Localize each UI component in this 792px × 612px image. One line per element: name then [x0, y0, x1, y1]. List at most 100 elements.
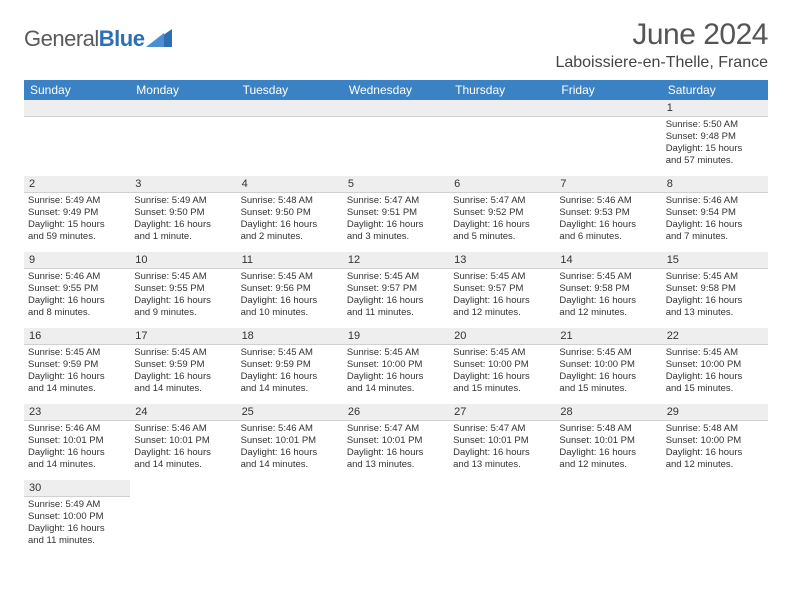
- info-line: Daylight: 16 hours: [453, 447, 551, 459]
- info-line: Sunrise: 5:46 AM: [666, 195, 764, 207]
- day-number: 18: [237, 328, 343, 345]
- calendar-cell: 26Sunrise: 5:47 AMSunset: 10:01 PMDaylig…: [343, 404, 449, 480]
- calendar-cell: [555, 480, 661, 556]
- calendar-cell: 4Sunrise: 5:48 AMSunset: 9:50 PMDaylight…: [237, 176, 343, 252]
- info-line: Daylight: 16 hours: [28, 447, 126, 459]
- info-line: Sunrise: 5:45 AM: [453, 271, 551, 283]
- day-info: Sunrise: 5:48 AMSunset: 10:00 PMDaylight…: [662, 423, 768, 475]
- info-line: Sunset: 10:01 PM: [134, 435, 232, 447]
- info-line: and 14 minutes.: [134, 383, 232, 395]
- info-line: Daylight: 16 hours: [134, 295, 232, 307]
- day-info: Sunrise: 5:45 AMSunset: 9:59 PMDaylight:…: [24, 347, 130, 399]
- day-info: Sunrise: 5:45 AMSunset: 9:58 PMDaylight:…: [555, 271, 661, 323]
- info-line: and 14 minutes.: [241, 459, 339, 471]
- calendar-cell: 20Sunrise: 5:45 AMSunset: 10:00 PMDaylig…: [449, 328, 555, 404]
- info-line: Daylight: 16 hours: [241, 447, 339, 459]
- info-line: and 14 minutes.: [241, 383, 339, 395]
- day-number: 21: [555, 328, 661, 345]
- info-line: and 57 minutes.: [666, 155, 764, 167]
- day-info: Sunrise: 5:45 AMSunset: 9:59 PMDaylight:…: [130, 347, 236, 399]
- info-line: Daylight: 16 hours: [134, 219, 232, 231]
- calendar-cell: 5Sunrise: 5:47 AMSunset: 9:51 PMDaylight…: [343, 176, 449, 252]
- info-line: and 1 minute.: [134, 231, 232, 243]
- calendar-cell: 22Sunrise: 5:45 AMSunset: 10:00 PMDaylig…: [662, 328, 768, 404]
- calendar-cell: 15 Sunrise: 5:45 AMSunset: 9:58 PMDayligh…: [662, 252, 768, 328]
- day-number: 26: [343, 404, 449, 421]
- calendar-cell: 9Sunrise: 5:46 AMSunset: 9:55 PMDaylight…: [24, 252, 130, 328]
- day-info: Sunrise: 5:46 AMSunset: 10:01 PMDaylight…: [24, 423, 130, 475]
- calendar-cell: [237, 100, 343, 176]
- info-line: and 10 minutes.: [241, 307, 339, 319]
- info-line: Sunrise: 5:46 AM: [134, 423, 232, 435]
- calendar-cell: 24Sunrise: 5:46 AMSunset: 10:01 PMDaylig…: [130, 404, 236, 480]
- day-number: 15: [662, 252, 768, 269]
- info-line: Sunset: 9:58 PM: [666, 283, 764, 295]
- day-info: Sunrise: 5:45 AMSunset: 9:58 PMDaylight:…: [662, 271, 768, 323]
- calendar-header: Sunday Monday Tuesday Wednesday Thursday…: [24, 80, 768, 100]
- info-line: Sunset: 10:00 PM: [453, 359, 551, 371]
- calendar-cell: 10Sunrise: 5:45 AMSunset: 9:55 PMDayligh…: [130, 252, 236, 328]
- info-line: and 5 minutes.: [453, 231, 551, 243]
- day-info: Sunrise: 5:45 AMSunset: 9:56 PMDaylight:…: [237, 271, 343, 323]
- info-line: Daylight: 16 hours: [453, 295, 551, 307]
- info-line: Sunset: 9:57 PM: [347, 283, 445, 295]
- weekday-header: Sunday: [24, 80, 130, 100]
- calendar-cell: 13 Sunrise: 5:45 AMSunset: 9:57 PMDayligh…: [449, 252, 555, 328]
- weekday-header: Monday: [130, 80, 236, 100]
- calendar-cell: 21Sunrise: 5:45 AMSunset: 10:00 PMDaylig…: [555, 328, 661, 404]
- day-info: Sunrise: 5:46 AMSunset: 9:54 PMDaylight:…: [662, 195, 768, 247]
- info-line: Sunrise: 5:46 AM: [559, 195, 657, 207]
- info-line: Daylight: 16 hours: [559, 371, 657, 383]
- info-line: Sunrise: 5:45 AM: [241, 347, 339, 359]
- calendar-cell: 14 Sunrise: 5:45 AMSunset: 9:58 PMDayligh…: [555, 252, 661, 328]
- day-info: Sunrise: 5:45 AMSunset: 9:55 PMDaylight:…: [130, 271, 236, 323]
- day-info: Sunrise: 5:47 AMSunset: 9:51 PMDaylight:…: [343, 195, 449, 247]
- info-line: Sunset: 10:00 PM: [559, 359, 657, 371]
- info-line: Sunset: 10:01 PM: [28, 435, 126, 447]
- info-line: Sunrise: 5:47 AM: [453, 423, 551, 435]
- logo-triangle-icon: [146, 27, 172, 52]
- info-line: and 7 minutes.: [666, 231, 764, 243]
- day-info: Sunrise: 5:50 AMSunset: 9:48 PMDaylight:…: [662, 119, 768, 171]
- info-line: Sunrise: 5:46 AM: [241, 423, 339, 435]
- calendar-week-row: 1Sunrise: 5:50 AMSunset: 9:48 PMDaylight…: [24, 100, 768, 176]
- info-line: and 12 minutes.: [559, 307, 657, 319]
- info-line: Daylight: 16 hours: [347, 219, 445, 231]
- info-line: Sunset: 9:55 PM: [134, 283, 232, 295]
- info-line: Sunrise: 5:45 AM: [28, 347, 126, 359]
- location-label: Laboissiere-en-Thelle, France: [555, 54, 768, 72]
- day-number: 22: [662, 328, 768, 345]
- calendar-cell: 19Sunrise: 5:45 AMSunset: 10:00 PMDaylig…: [343, 328, 449, 404]
- info-line: and 14 minutes.: [28, 459, 126, 471]
- day-number: 13: [449, 252, 555, 269]
- day-number: 6: [449, 176, 555, 193]
- info-line: and 9 minutes.: [134, 307, 232, 319]
- day-number: 17: [130, 328, 236, 345]
- info-line: Daylight: 16 hours: [134, 371, 232, 383]
- day-info: Sunrise: 5:45 AMSunset: 9:59 PMDaylight:…: [237, 347, 343, 399]
- info-line: Sunrise: 5:48 AM: [666, 423, 764, 435]
- calendar-cell: 11Sunrise: 5:45 AMSunset: 9:56 PMDayligh…: [237, 252, 343, 328]
- info-line: Sunrise: 5:45 AM: [347, 347, 445, 359]
- info-line: Daylight: 16 hours: [666, 447, 764, 459]
- calendar-cell: 17 Sunrise: 5:45 AMSunset: 9:59 PMDayligh…: [130, 328, 236, 404]
- info-line: Sunset: 10:01 PM: [241, 435, 339, 447]
- info-line: Sunset: 9:50 PM: [134, 207, 232, 219]
- info-line: Sunrise: 5:49 AM: [134, 195, 232, 207]
- day-number: 14: [555, 252, 661, 269]
- info-line: and 14 minutes.: [347, 383, 445, 395]
- logo-word1: General: [24, 26, 99, 51]
- empty-day-header: [24, 100, 130, 117]
- day-number: 4: [237, 176, 343, 193]
- info-line: Sunset: 9:56 PM: [241, 283, 339, 295]
- calendar-week-row: 2Sunrise: 5:49 AMSunset: 9:49 PMDaylight…: [24, 176, 768, 252]
- info-line: Sunrise: 5:45 AM: [666, 271, 764, 283]
- info-line: Sunset: 10:00 PM: [347, 359, 445, 371]
- calendar-cell: 28Sunrise: 5:48 AMSunset: 10:01 PMDaylig…: [555, 404, 661, 480]
- day-info: Sunrise: 5:47 AMSunset: 9:52 PMDaylight:…: [449, 195, 555, 247]
- day-info: Sunrise: 5:45 AMSunset: 10:00 PMDaylight…: [449, 347, 555, 399]
- day-info: Sunrise: 5:45 AMSunset: 9:57 PMDaylight:…: [449, 271, 555, 323]
- info-line: Sunrise: 5:48 AM: [559, 423, 657, 435]
- info-line: Sunset: 10:00 PM: [666, 435, 764, 447]
- info-line: Sunset: 9:59 PM: [134, 359, 232, 371]
